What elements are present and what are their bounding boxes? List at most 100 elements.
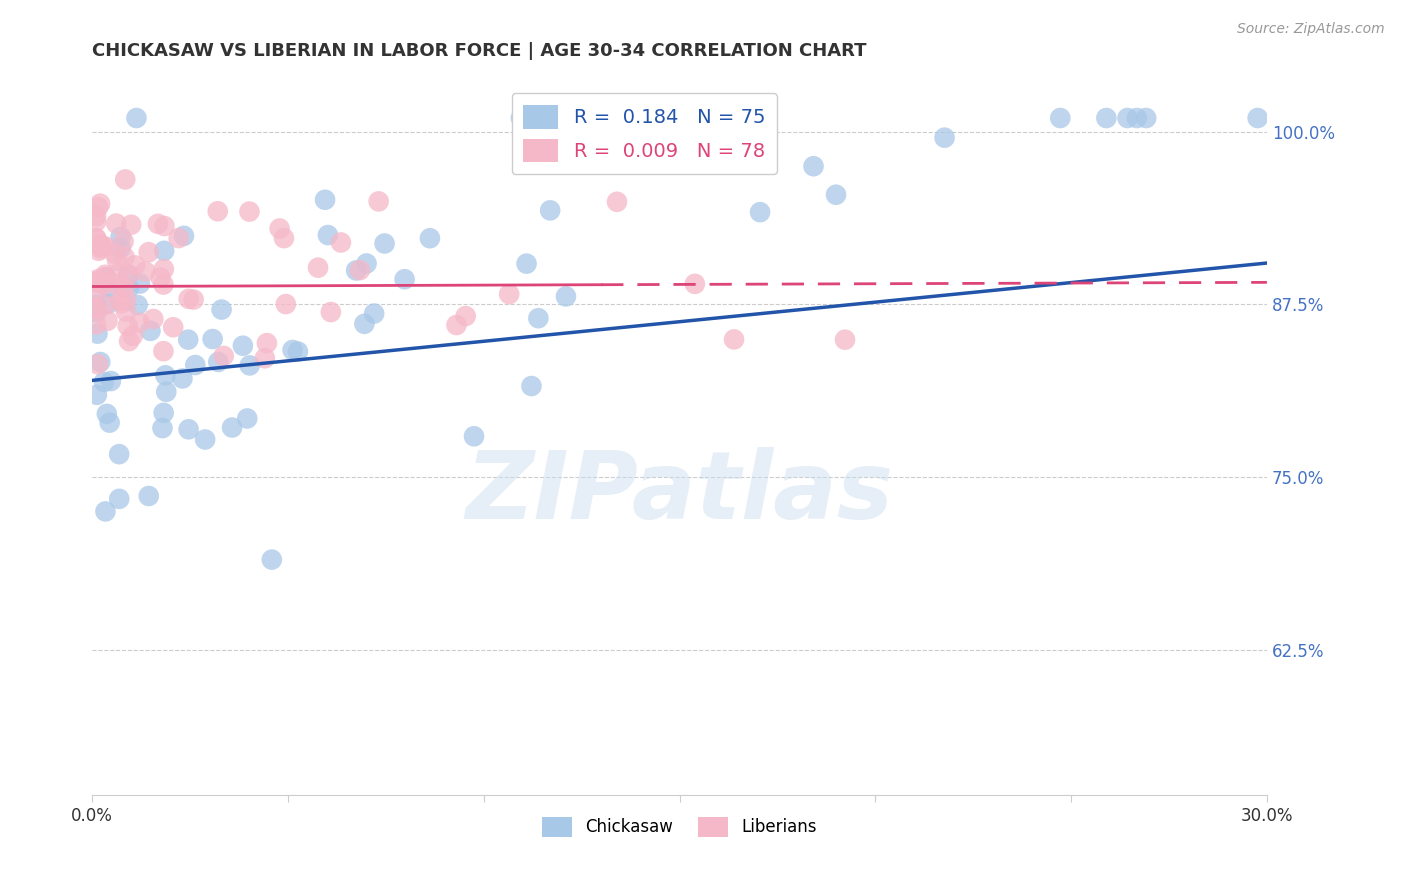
Point <box>124 259 146 273</box>
Point <box>93 375 115 389</box>
Point <box>86 276 108 290</box>
Point <box>555 289 578 303</box>
Point <box>100 374 122 388</box>
Point <box>363 307 385 321</box>
Point <box>238 204 260 219</box>
Point <box>138 489 160 503</box>
Point <box>319 305 342 319</box>
Point <box>107 267 129 281</box>
Text: Source: ZipAtlas.com: Source: ZipAtlas.com <box>1237 22 1385 37</box>
Point <box>112 279 135 293</box>
Point <box>110 241 132 255</box>
Point <box>149 270 172 285</box>
Point <box>356 256 378 270</box>
Point <box>112 235 135 249</box>
Point <box>108 447 131 461</box>
Point <box>239 359 262 373</box>
Point <box>419 231 441 245</box>
Point <box>173 228 195 243</box>
Point <box>120 218 142 232</box>
Point <box>84 305 107 319</box>
Point <box>606 194 628 209</box>
Point <box>127 298 149 312</box>
Point <box>153 219 176 233</box>
Point <box>253 351 276 366</box>
Point <box>516 257 538 271</box>
Point <box>93 298 115 312</box>
Point <box>683 277 706 291</box>
Point <box>177 333 200 347</box>
Point <box>723 333 745 347</box>
Point <box>211 302 233 317</box>
Point <box>105 217 128 231</box>
Point <box>509 111 531 125</box>
Point <box>128 277 150 291</box>
Point <box>152 277 174 292</box>
Point <box>118 268 141 282</box>
Point <box>1095 111 1118 125</box>
Point <box>232 339 254 353</box>
Point <box>110 229 132 244</box>
Point <box>93 277 115 292</box>
Point <box>281 343 304 357</box>
Point <box>128 316 150 330</box>
Point <box>115 293 138 307</box>
Point <box>94 239 117 253</box>
Point <box>84 275 107 289</box>
Point <box>152 421 174 435</box>
Point <box>114 172 136 186</box>
Point <box>934 130 956 145</box>
Point <box>329 235 352 250</box>
Point <box>690 111 713 125</box>
Point <box>96 407 118 421</box>
Point <box>94 504 117 518</box>
Point <box>207 355 229 369</box>
Point <box>1246 111 1268 125</box>
Point <box>167 231 190 245</box>
Point <box>90 239 112 253</box>
Point <box>86 357 108 371</box>
Point <box>84 231 107 245</box>
Point <box>87 200 110 214</box>
Point <box>194 433 217 447</box>
Point <box>603 132 626 146</box>
Point <box>84 318 107 332</box>
Point <box>84 232 107 246</box>
Point <box>146 217 169 231</box>
Point <box>89 355 111 369</box>
Point <box>650 155 672 169</box>
Point <box>90 242 112 256</box>
Point <box>108 293 131 307</box>
Point <box>177 422 200 436</box>
Point <box>86 272 108 286</box>
Point <box>117 268 139 282</box>
Point <box>152 406 174 420</box>
Point <box>834 333 856 347</box>
Point <box>367 194 389 209</box>
Point <box>86 388 108 402</box>
Legend: Chickasaw, Liberians: Chickasaw, Liberians <box>536 810 824 844</box>
Point <box>84 284 107 298</box>
Point <box>274 297 297 311</box>
Point <box>84 297 107 311</box>
Point <box>94 270 117 285</box>
Point <box>344 263 367 277</box>
Point <box>463 429 485 443</box>
Point <box>155 368 177 383</box>
Point <box>162 320 184 334</box>
Point <box>172 371 194 385</box>
Point <box>374 236 396 251</box>
Point <box>527 311 550 326</box>
Point <box>212 349 235 363</box>
Point <box>121 329 143 343</box>
Point <box>94 270 117 285</box>
Point <box>221 420 243 434</box>
Point <box>84 214 107 228</box>
Point <box>105 253 128 268</box>
Point <box>118 334 141 348</box>
Point <box>87 244 110 258</box>
Point <box>349 263 371 277</box>
Point <box>207 204 229 219</box>
Point <box>454 309 477 323</box>
Point <box>86 326 108 341</box>
